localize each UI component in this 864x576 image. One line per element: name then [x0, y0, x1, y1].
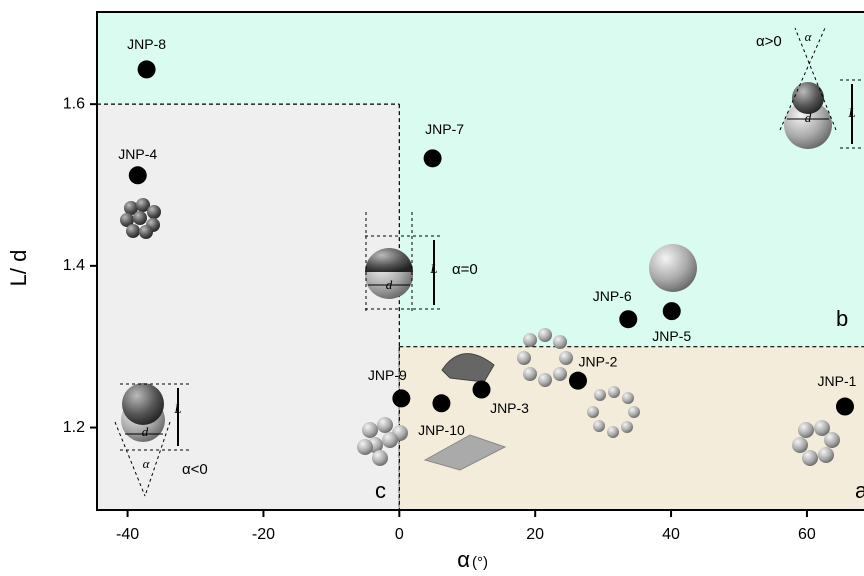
- x-tick-label: 0: [395, 526, 404, 543]
- x-tick-label: 20: [526, 526, 544, 543]
- x-axis-label: α: [457, 547, 470, 572]
- point-label: JNP-3: [490, 400, 529, 416]
- symbol: d: [386, 277, 393, 292]
- point: [473, 381, 491, 399]
- annotation: α>0: [756, 33, 782, 50]
- x-tick-label: 60: [798, 526, 816, 543]
- point-label: JNP-5: [652, 328, 691, 344]
- y-axis-label: L/ d: [6, 250, 31, 287]
- y-tick-label: 1.6: [63, 95, 85, 112]
- point-label: JNP-8: [127, 36, 166, 52]
- region: [97, 104, 399, 510]
- point-label: JNP-7: [425, 121, 464, 137]
- point: [432, 394, 450, 412]
- point: [138, 60, 156, 78]
- symbol: L: [847, 105, 855, 120]
- annotation: α<0: [182, 461, 208, 478]
- y-tick-label: 1.4: [63, 257, 85, 274]
- point-label: JNP-9: [368, 367, 407, 383]
- symbol: L: [429, 261, 437, 276]
- symbol: d: [805, 110, 812, 125]
- region-label: b: [836, 306, 848, 331]
- point-label: JNP-1: [818, 373, 857, 389]
- point: [663, 302, 681, 320]
- annotation: α=0: [452, 261, 478, 278]
- chart: bca -40-2002040601.21.41.6 JNP: [0, 0, 864, 576]
- symbol: d: [142, 424, 149, 439]
- point: [836, 398, 854, 416]
- point: [129, 166, 147, 184]
- point: [424, 149, 442, 167]
- region-label: a: [855, 478, 864, 503]
- x-tick-label: 40: [662, 526, 680, 543]
- symbol: α: [143, 456, 151, 471]
- y-tick-label: 1.2: [63, 419, 85, 436]
- symbol: α: [805, 29, 813, 44]
- point-label: JNP-2: [579, 353, 618, 369]
- point: [392, 389, 410, 407]
- point-label: JNP-6: [593, 288, 632, 304]
- point-label: JNP-10: [418, 422, 465, 438]
- symbol: L: [173, 401, 181, 416]
- region-label: c: [375, 478, 386, 503]
- point: [619, 310, 637, 328]
- x-axis-unit: (°): [472, 554, 488, 571]
- point: [569, 372, 587, 390]
- x-tick-label: -20: [252, 526, 275, 543]
- x-tick-label: -40: [116, 526, 139, 543]
- point-label: JNP-4: [118, 146, 157, 162]
